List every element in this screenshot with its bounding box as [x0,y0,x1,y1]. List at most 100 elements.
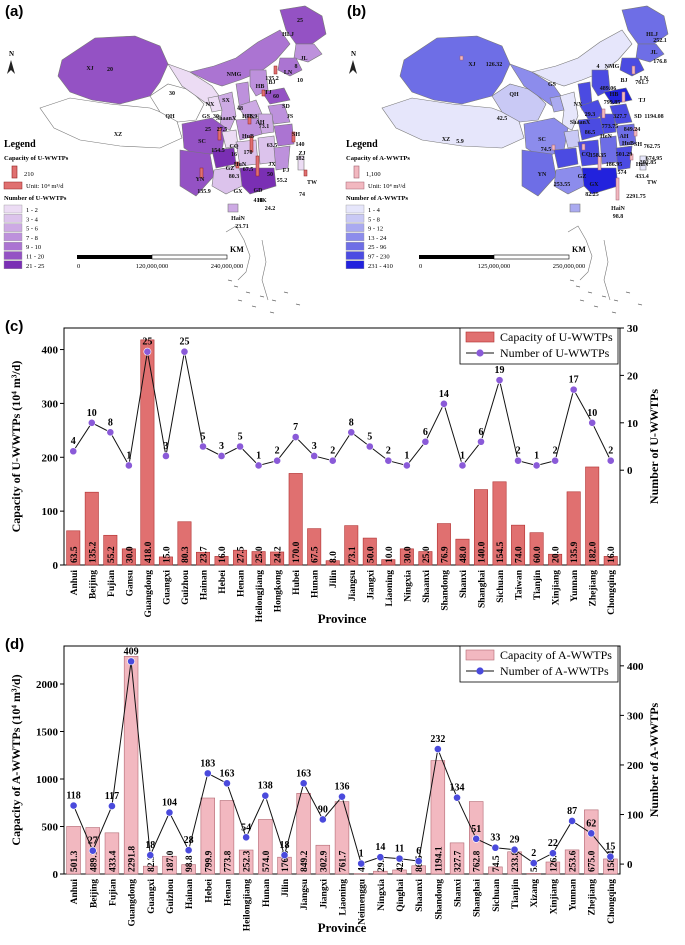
category-label: Zhejiang [588,879,598,916]
number-value-label: 2 [275,446,280,457]
number-value-label: 29 [510,835,520,846]
province-gx [211,165,247,195]
number-marker [69,801,78,810]
legend-number-label: Number of A-WWTPs [346,195,408,202]
number-marker [291,433,300,441]
map-label: 74.5 [541,147,552,153]
legend-class-label: 9 - 10 [26,244,41,251]
bar-value-label: 799.9 [204,850,214,872]
number-marker [491,843,500,852]
panel-d-chart: (d) 0 500 1000 1500 2000 0 100 200 300 400 Provinc… [0,636,685,945]
legend-class-label: 5 - 8 [368,216,380,223]
map-label: TW [647,180,657,186]
bar-hainan [196,551,210,566]
map-label: 253.55 [554,182,571,188]
capacity-bar [291,131,296,143]
bar-heilongjiang [238,849,254,875]
bar-xizang [526,873,541,875]
bar-zhejiang [585,466,600,566]
number-marker [569,385,578,394]
number-value-label: 62 [586,818,596,829]
map-label: HuB [622,141,634,147]
bar-value-label: 158.4 [607,850,617,872]
map-label: ZJ [298,151,305,157]
bar-value-label: 762.8 [473,850,483,872]
bar-qinghai [392,869,407,875]
category-label: Hainan [200,569,210,600]
map-label: 252.1 [653,38,667,44]
bar-value-label: 80.3 [181,546,191,563]
map-label: 140 [296,142,305,148]
capacity-bar [581,143,586,151]
map-label: 489.06 [600,86,617,92]
province-fj [273,145,291,171]
y2-axis-title: Number of A-WWTPs [647,702,661,817]
capacity-bar [631,65,636,75]
category-label: Xizang [530,879,540,908]
legend-title: Legend [346,139,378,150]
category-label: Heilongjiang [255,570,265,623]
y-tick-label: 1500 [36,727,59,739]
number-value-label: 6 [416,846,421,857]
number-marker [365,442,374,451]
number-marker [143,347,152,356]
x-axis-title: Province [318,611,367,626]
map-label: NX [574,102,583,108]
capacity-bar [615,177,620,201]
number-marker [310,452,319,460]
map-label: 80.3 [229,174,240,180]
capacity-bar [597,155,602,171]
legend-unit-label: Unit: 10⁴ m³/d [368,183,406,190]
map-label: CQ [582,152,591,158]
bar-value-label: 489.1 [89,850,99,872]
bar-tianjin [529,532,544,566]
number-value-label: 2 [386,446,391,457]
legend-class-label: 25 - 96 [368,244,387,251]
capacity-bar [273,65,278,75]
category-label: Anhui [70,570,80,596]
category-label: Jilin [281,878,291,897]
number-marker [338,792,346,801]
bar-xinjiang [548,553,563,566]
number-value-label: 18 [145,840,155,851]
chart-c-svg: 0 100 200 300 400 0 10 20 30 Province Capacity of … [9,323,661,626]
map-label: JX [268,162,276,168]
bar-value-label: 135.2 [88,541,98,563]
number-value-label: 54 [241,822,251,833]
number-value-label: 51 [471,824,481,835]
bar-value-label: 27.5 [237,546,247,563]
map-label: 20 [107,67,113,73]
number-value-label: 17 [569,375,579,386]
number-marker [395,854,404,863]
bar-anhui [66,530,81,566]
number-value-label: 14 [375,842,385,853]
bar-value-label: 67.5 [311,546,321,563]
map-label: HLJ [646,32,658,38]
capacity-bars [199,65,308,179]
scale-tick-label: 0 [419,263,422,270]
number-value-label: 11 [395,844,404,855]
bar-guangxi [143,865,158,875]
province-tw [639,155,647,171]
plot-frame [63,327,621,566]
number-marker [273,456,282,465]
bar-value-label: 501.3 [70,850,80,872]
legend-unit-swatch [345,181,365,190]
bar-shanghai [474,489,488,566]
number-value-label: 5 [367,432,372,443]
map-label: 327.7 [613,114,627,120]
bar-hunan [307,528,322,566]
number-marker [203,769,212,778]
bar-value-label: 1194.1 [434,846,444,872]
category-label: Anhui [70,879,80,905]
number-marker [606,456,615,465]
bar-value-label: 170.0 [292,541,302,563]
y-tick-label: 100 [42,506,59,518]
legend-line-label: Number of A-WWTPs [500,664,609,678]
category-label: Fujian [108,878,118,906]
category-label: Hainan [185,878,195,909]
legend-class-swatch [345,260,365,269]
number-marker [242,833,251,842]
province-zj [273,123,295,147]
